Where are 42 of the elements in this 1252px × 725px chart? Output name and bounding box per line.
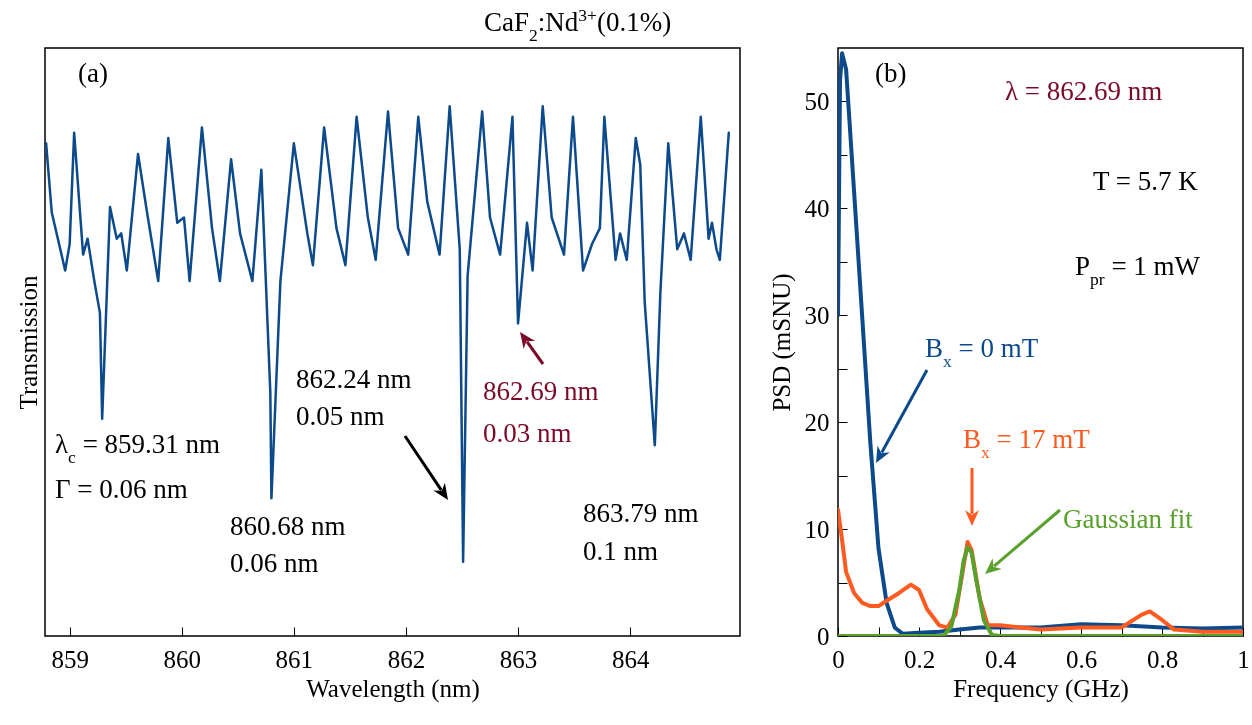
x-tick-label: 0.2 [903,645,936,673]
y-tick-label: 30 [804,301,830,329]
text: B$_{x}$ = 0 mT [925,333,1039,371]
y-tick-label: 0 [817,622,830,650]
y-axis-title: PSD (mSNU) [767,273,796,412]
x-tick-label: 0.6 [1065,645,1098,673]
text: B$_{x}$ = 17 mT [963,424,1091,462]
y-tick-label: 20 [804,408,830,436]
x-axis-title: Wavelength (nm) [306,674,480,703]
annotation: P$_{pr}$ = 1 mW [1075,251,1201,289]
annotation: 860.68 nm [230,511,346,541]
y-tick-label: 10 [804,515,830,543]
x-tick-label: 860 [163,645,202,673]
x-tick-label: 863 [499,645,538,673]
annotation: Γ = 0.06 nm [55,474,188,504]
annotation: 0.05 nm [296,401,385,431]
annotation: 0.1 nm [583,536,659,566]
y-tick-label: 50 [804,87,830,115]
annotation: 862.24 nm [296,364,412,394]
x-tick-label: 861 [275,645,314,673]
x-tick-label: 1 [1237,645,1250,673]
annotation: T = 5.7 K [1093,166,1199,196]
annotation: λ = 862.69 nm [1005,76,1163,106]
annotation: (b) [875,58,907,88]
annotation: 863.79 nm [583,498,699,528]
x-tick-label: 0.8 [1146,645,1179,673]
line-series [838,51,1243,636]
x-tick-label: 859 [51,645,89,673]
annotation: 0.03 nm [483,418,572,448]
chart-title: CaF$_{2}$:Nd$^{3+}$(0.1%) [484,5,672,45]
y-tick-label: 40 [804,194,830,222]
line-series [838,545,1243,636]
x-tick-label: 862 [387,645,426,673]
text: Gaussian fit [1063,504,1194,534]
text: (a) [78,58,108,88]
y-axis-title: Transmission [14,275,42,410]
annotation: λ$_{c}$ = 859.31 nm [55,429,221,467]
x-axis-title: Frequency (GHz) [953,674,1129,703]
annotation: 862.69 nm [483,376,599,406]
x-tick-label: 864 [611,645,650,673]
annotation: 0.06 nm [230,548,319,578]
x-tick-label: 0.4 [984,645,1017,673]
